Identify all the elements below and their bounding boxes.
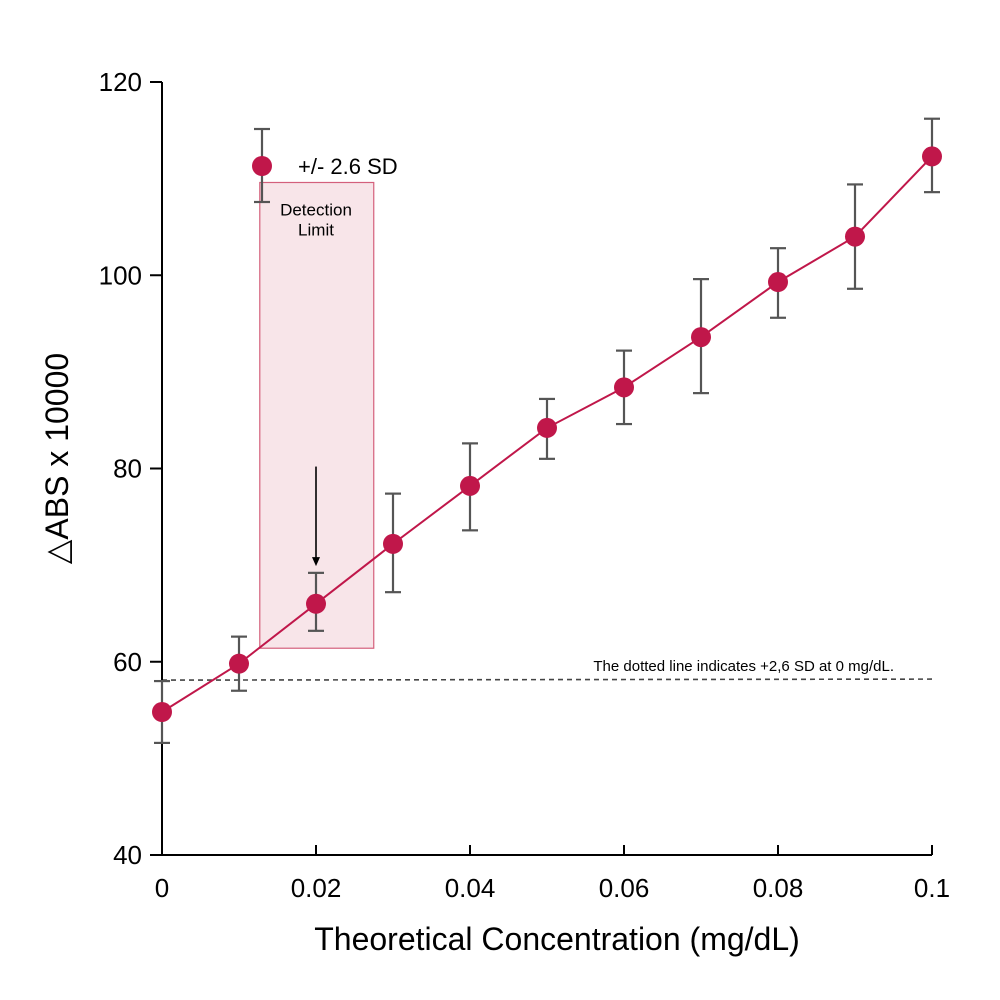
reference-layer: The dotted line indicates +2,6 SD at 0 m… [161, 658, 933, 681]
x-tick-label-5: 0.1 [914, 873, 950, 903]
y-axis-ticks: 40 60 80 100 120 [99, 67, 162, 870]
reference-line-label: The dotted line indicates +2,6 SD at 0 m… [593, 658, 894, 675]
x-tick-label-1: 0.02 [291, 873, 342, 903]
legend-label: +/- 2.6 SD [298, 154, 398, 179]
reference-dotted-line [161, 678, 933, 681]
axes: 0 0.02 0.04 0.06 0.08 0.1 40 60 80 100 120 Theore… [39, 67, 950, 957]
legend-marker [252, 156, 272, 176]
detection-limit-label-line1: Detection [280, 200, 352, 219]
y-tick-label-4: 120 [99, 67, 142, 97]
data-point-3 [383, 533, 403, 554]
y-tick-label-1: 60 [113, 647, 142, 677]
data-point-1 [229, 653, 249, 674]
data-point-9 [845, 226, 865, 247]
x-tick-label-2: 0.04 [445, 873, 496, 903]
detection-limit-arrowhead [312, 557, 320, 567]
data-point-7 [691, 327, 711, 348]
annotation-layer: Detection Limit [259, 181, 375, 649]
data-point-5 [537, 417, 557, 438]
data-point-4 [460, 475, 480, 496]
data-point-0 [152, 701, 172, 722]
y-axis-title: △ABS x 10000 [39, 353, 75, 564]
x-tick-label-3: 0.06 [599, 873, 650, 903]
data-point-2 [306, 593, 326, 614]
detection-limit-label-line2: Limit [298, 220, 334, 239]
x-axis-ticks: 0 0.02 0.04 0.06 0.08 0.1 [155, 845, 950, 903]
x-tick-label-0: 0 [155, 873, 169, 903]
y-tick-label-2: 80 [113, 454, 142, 484]
y-tick-label-3: 100 [99, 260, 142, 290]
data-point-6 [614, 377, 634, 398]
x-axis-title: Theoretical Concentration (mg/dL) [314, 921, 800, 957]
y-tick-label-0: 40 [113, 840, 142, 870]
series-layer [152, 117, 942, 745]
data-point-10 [922, 146, 942, 167]
legend: +/- 2.6 SD [252, 127, 398, 204]
data-point-8 [768, 272, 788, 293]
x-tick-label-4: 0.08 [753, 873, 804, 903]
detection-limit-box [259, 181, 375, 649]
